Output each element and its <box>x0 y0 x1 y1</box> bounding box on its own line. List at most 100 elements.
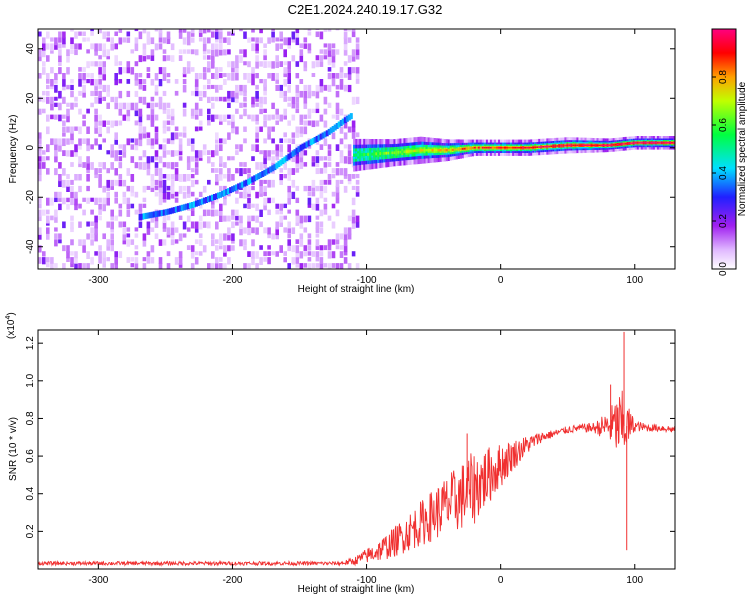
noise-cell <box>247 227 251 236</box>
noise-cell <box>267 227 271 235</box>
noise-cell <box>102 263 106 268</box>
noise-cell <box>247 73 251 80</box>
noise-cell <box>142 96 147 105</box>
noise-cell <box>307 257 312 262</box>
noise-cell <box>146 55 151 60</box>
tone-cell <box>550 145 553 148</box>
noise-cell <box>243 61 247 66</box>
noise-cell <box>114 156 118 162</box>
noise-cell <box>315 90 320 99</box>
noise-cell <box>98 96 102 104</box>
noise-cell <box>98 179 102 188</box>
noise-cell <box>231 174 235 181</box>
noise-cell <box>170 108 175 117</box>
noise-cell <box>38 108 42 115</box>
noise-cell <box>130 138 135 143</box>
noise-cell <box>299 263 304 269</box>
noise-cell <box>174 227 179 233</box>
noise-cell <box>243 84 247 93</box>
noise-cell <box>247 191 251 197</box>
noise-cell <box>194 73 199 80</box>
noise-cell <box>211 197 215 205</box>
ridge-cell <box>275 162 279 169</box>
noise-cell <box>239 239 243 247</box>
noise-cell <box>211 263 215 269</box>
noise-cell <box>327 67 332 72</box>
tone-cell <box>522 146 525 149</box>
noise-cell <box>207 150 211 156</box>
noise-cell <box>311 73 316 78</box>
noise-cell <box>170 150 175 157</box>
ridge-cell <box>333 124 337 131</box>
noise-cell <box>50 114 54 120</box>
svg-text:(x104): (x104) <box>5 312 17 339</box>
noise-cell <box>295 215 300 223</box>
noise-cell <box>223 79 227 85</box>
noise-cell <box>174 191 179 197</box>
noise-cell <box>255 215 259 223</box>
noise-cell <box>327 263 332 269</box>
noise-cell <box>287 102 291 107</box>
noise-cell <box>323 162 328 168</box>
noise-cell <box>219 37 223 44</box>
noise-cell <box>243 96 247 102</box>
noise-cell <box>98 67 102 75</box>
noise-cell <box>162 162 167 168</box>
noise-cell <box>263 79 267 87</box>
ridge-cell <box>249 177 253 184</box>
noise-cell <box>331 55 336 63</box>
noise-cell <box>110 227 114 233</box>
noise-cell <box>46 79 50 84</box>
noise-cell <box>243 108 247 117</box>
noise-cell <box>142 49 147 57</box>
noise-cell <box>150 185 155 193</box>
noise-cell <box>251 227 255 234</box>
noise-cell <box>235 73 239 81</box>
noise-cell <box>251 144 255 152</box>
noise-cell <box>202 221 207 228</box>
noise-cell <box>54 144 58 151</box>
tone-cell <box>469 147 472 149</box>
ridge-cell <box>231 186 235 193</box>
noise-cell <box>243 185 247 192</box>
noise-cell <box>355 49 360 56</box>
noise-cell <box>227 132 231 140</box>
noise-cell <box>98 114 102 120</box>
noise-cell <box>86 108 90 114</box>
noise-cell <box>134 73 139 81</box>
ridge-cell <box>154 211 158 218</box>
noise-cell <box>223 263 227 269</box>
ridge-cell <box>251 176 255 183</box>
noise-cell <box>267 257 271 265</box>
ridge-cell <box>271 165 275 172</box>
noise-cell <box>355 43 360 50</box>
noise-cell <box>166 31 171 39</box>
noise-cell <box>207 120 211 126</box>
noise-cell <box>255 55 259 62</box>
noise-cell <box>82 209 86 216</box>
noise-cell <box>118 37 123 45</box>
noise-cell <box>150 138 155 146</box>
noise-cell <box>82 114 86 119</box>
noise-cell <box>267 37 271 44</box>
tone-cell <box>419 148 422 152</box>
noise-cell <box>295 29 300 34</box>
noise-cell <box>327 73 332 80</box>
noise-cell <box>243 227 247 234</box>
noise-cell <box>219 120 223 125</box>
noise-cell <box>182 49 187 54</box>
noise-cell <box>158 43 163 50</box>
noise-cell <box>122 197 127 205</box>
noise-cell <box>259 162 263 171</box>
noise-cell <box>323 245 328 251</box>
noise-cell <box>98 61 102 67</box>
ridge-cell <box>257 173 261 180</box>
noise-cell <box>190 144 195 152</box>
noise-cell <box>38 55 42 62</box>
noise-cell <box>219 203 223 211</box>
noise-cell <box>58 37 62 43</box>
noise-cell <box>158 179 163 188</box>
noise-cell <box>271 126 275 132</box>
noise-cell <box>150 245 155 253</box>
noise-cell <box>170 191 175 199</box>
